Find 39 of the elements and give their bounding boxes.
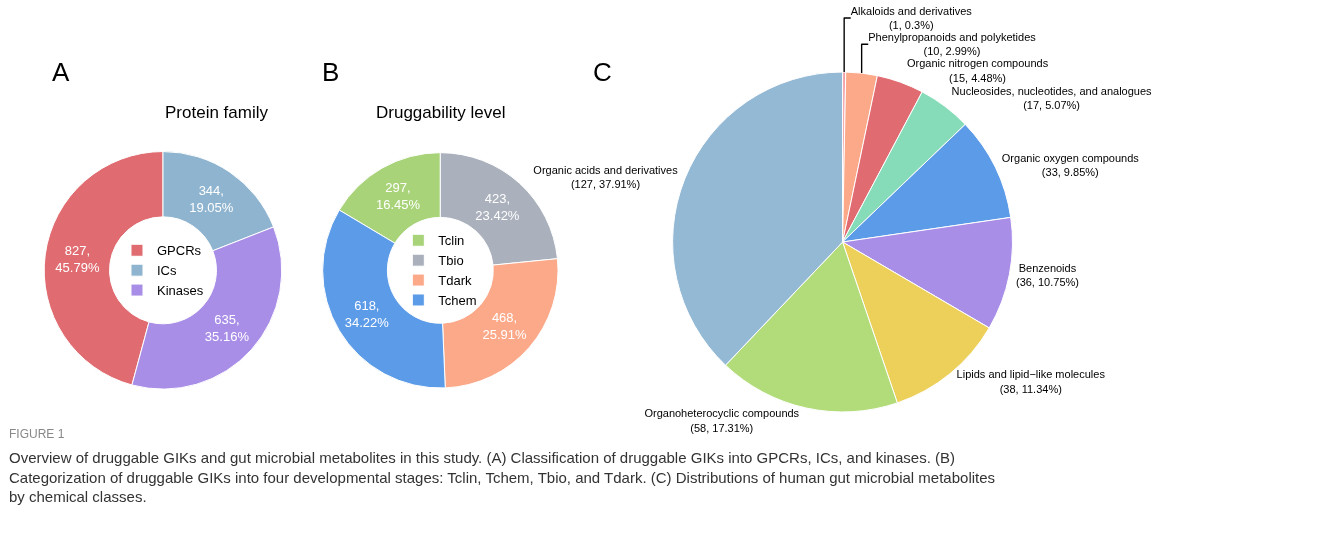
data-label: 423, 23.42%: [475, 191, 520, 224]
legend-label: ICs: [156, 263, 177, 279]
slice-label: Organic nitrogen compounds: [906, 57, 1049, 70]
legend-label: Tbio: [438, 253, 464, 269]
data-label: (10, 2.99%): [923, 45, 981, 58]
data-label: (58, 17.31%): [690, 421, 754, 434]
data-label: (15, 4.48%): [949, 71, 1006, 84]
data-label: (33, 9.85%): [1041, 165, 1099, 178]
data-label: 297, 16.45%: [375, 180, 421, 213]
text: C: [593, 57, 612, 87]
caption: FIGURE 1: [9, 427, 65, 441]
data-label: (17, 5.07%): [1023, 99, 1081, 112]
data-label: 635, 35.16%: [204, 311, 250, 344]
slice-label: Lipids and lipid−like molecules: [956, 368, 1106, 381]
data-label: 344, 19.05%: [189, 183, 234, 216]
slice-label: Organic oxygen compounds: [1001, 151, 1140, 164]
slice-label: Organic acids and derivatives: [533, 164, 679, 177]
text: A: [52, 57, 70, 87]
chart-title: Druggability level: [376, 103, 506, 122]
data-label: 468, 25.91%: [482, 310, 528, 343]
slice-label: Phenylpropanoids and polyketides: [868, 31, 1037, 44]
data-label: (36, 10.75%): [1015, 276, 1079, 289]
data-label: (127, 37.91%): [570, 178, 641, 191]
text: Overview of druggable GIKs and gut microbial metabolites in this study. (A) Classification of druggable GIKs into GPCRs, ICs, and kinases. (B) Categorization of druggable GIKs into four developmental stages: Tclin, Tchem, Tbio, and Tdark. (C) Distributions of human gut microbial metabolites by chemical classes.: [9, 449, 996, 505]
data-label: (1, 0.3%): [888, 19, 934, 32]
slice-label: Benzenoids: [1018, 261, 1077, 274]
data-label: 618, 34.22%: [344, 298, 390, 330]
legend-label: GPCRs: [156, 243, 202, 259]
slice-label: Alkaloids and derivatives: [850, 4, 973, 17]
legend-label: Tclin: [438, 233, 465, 249]
slice-label: Nucleosides, nucleotides, and analogues: [951, 84, 1153, 97]
legend-label: Kinases: [156, 283, 204, 299]
legend-label: Tdark: [438, 273, 473, 289]
data-label: (38, 11.34%): [999, 382, 1062, 395]
data-label: 827, 45.79%: [55, 243, 100, 275]
legend-label: Tchem: [438, 293, 477, 309]
slice-label: Organoheterocyclic compounds: [644, 407, 800, 420]
chart-title: Protein family: [165, 103, 269, 122]
text: B: [322, 57, 340, 87]
